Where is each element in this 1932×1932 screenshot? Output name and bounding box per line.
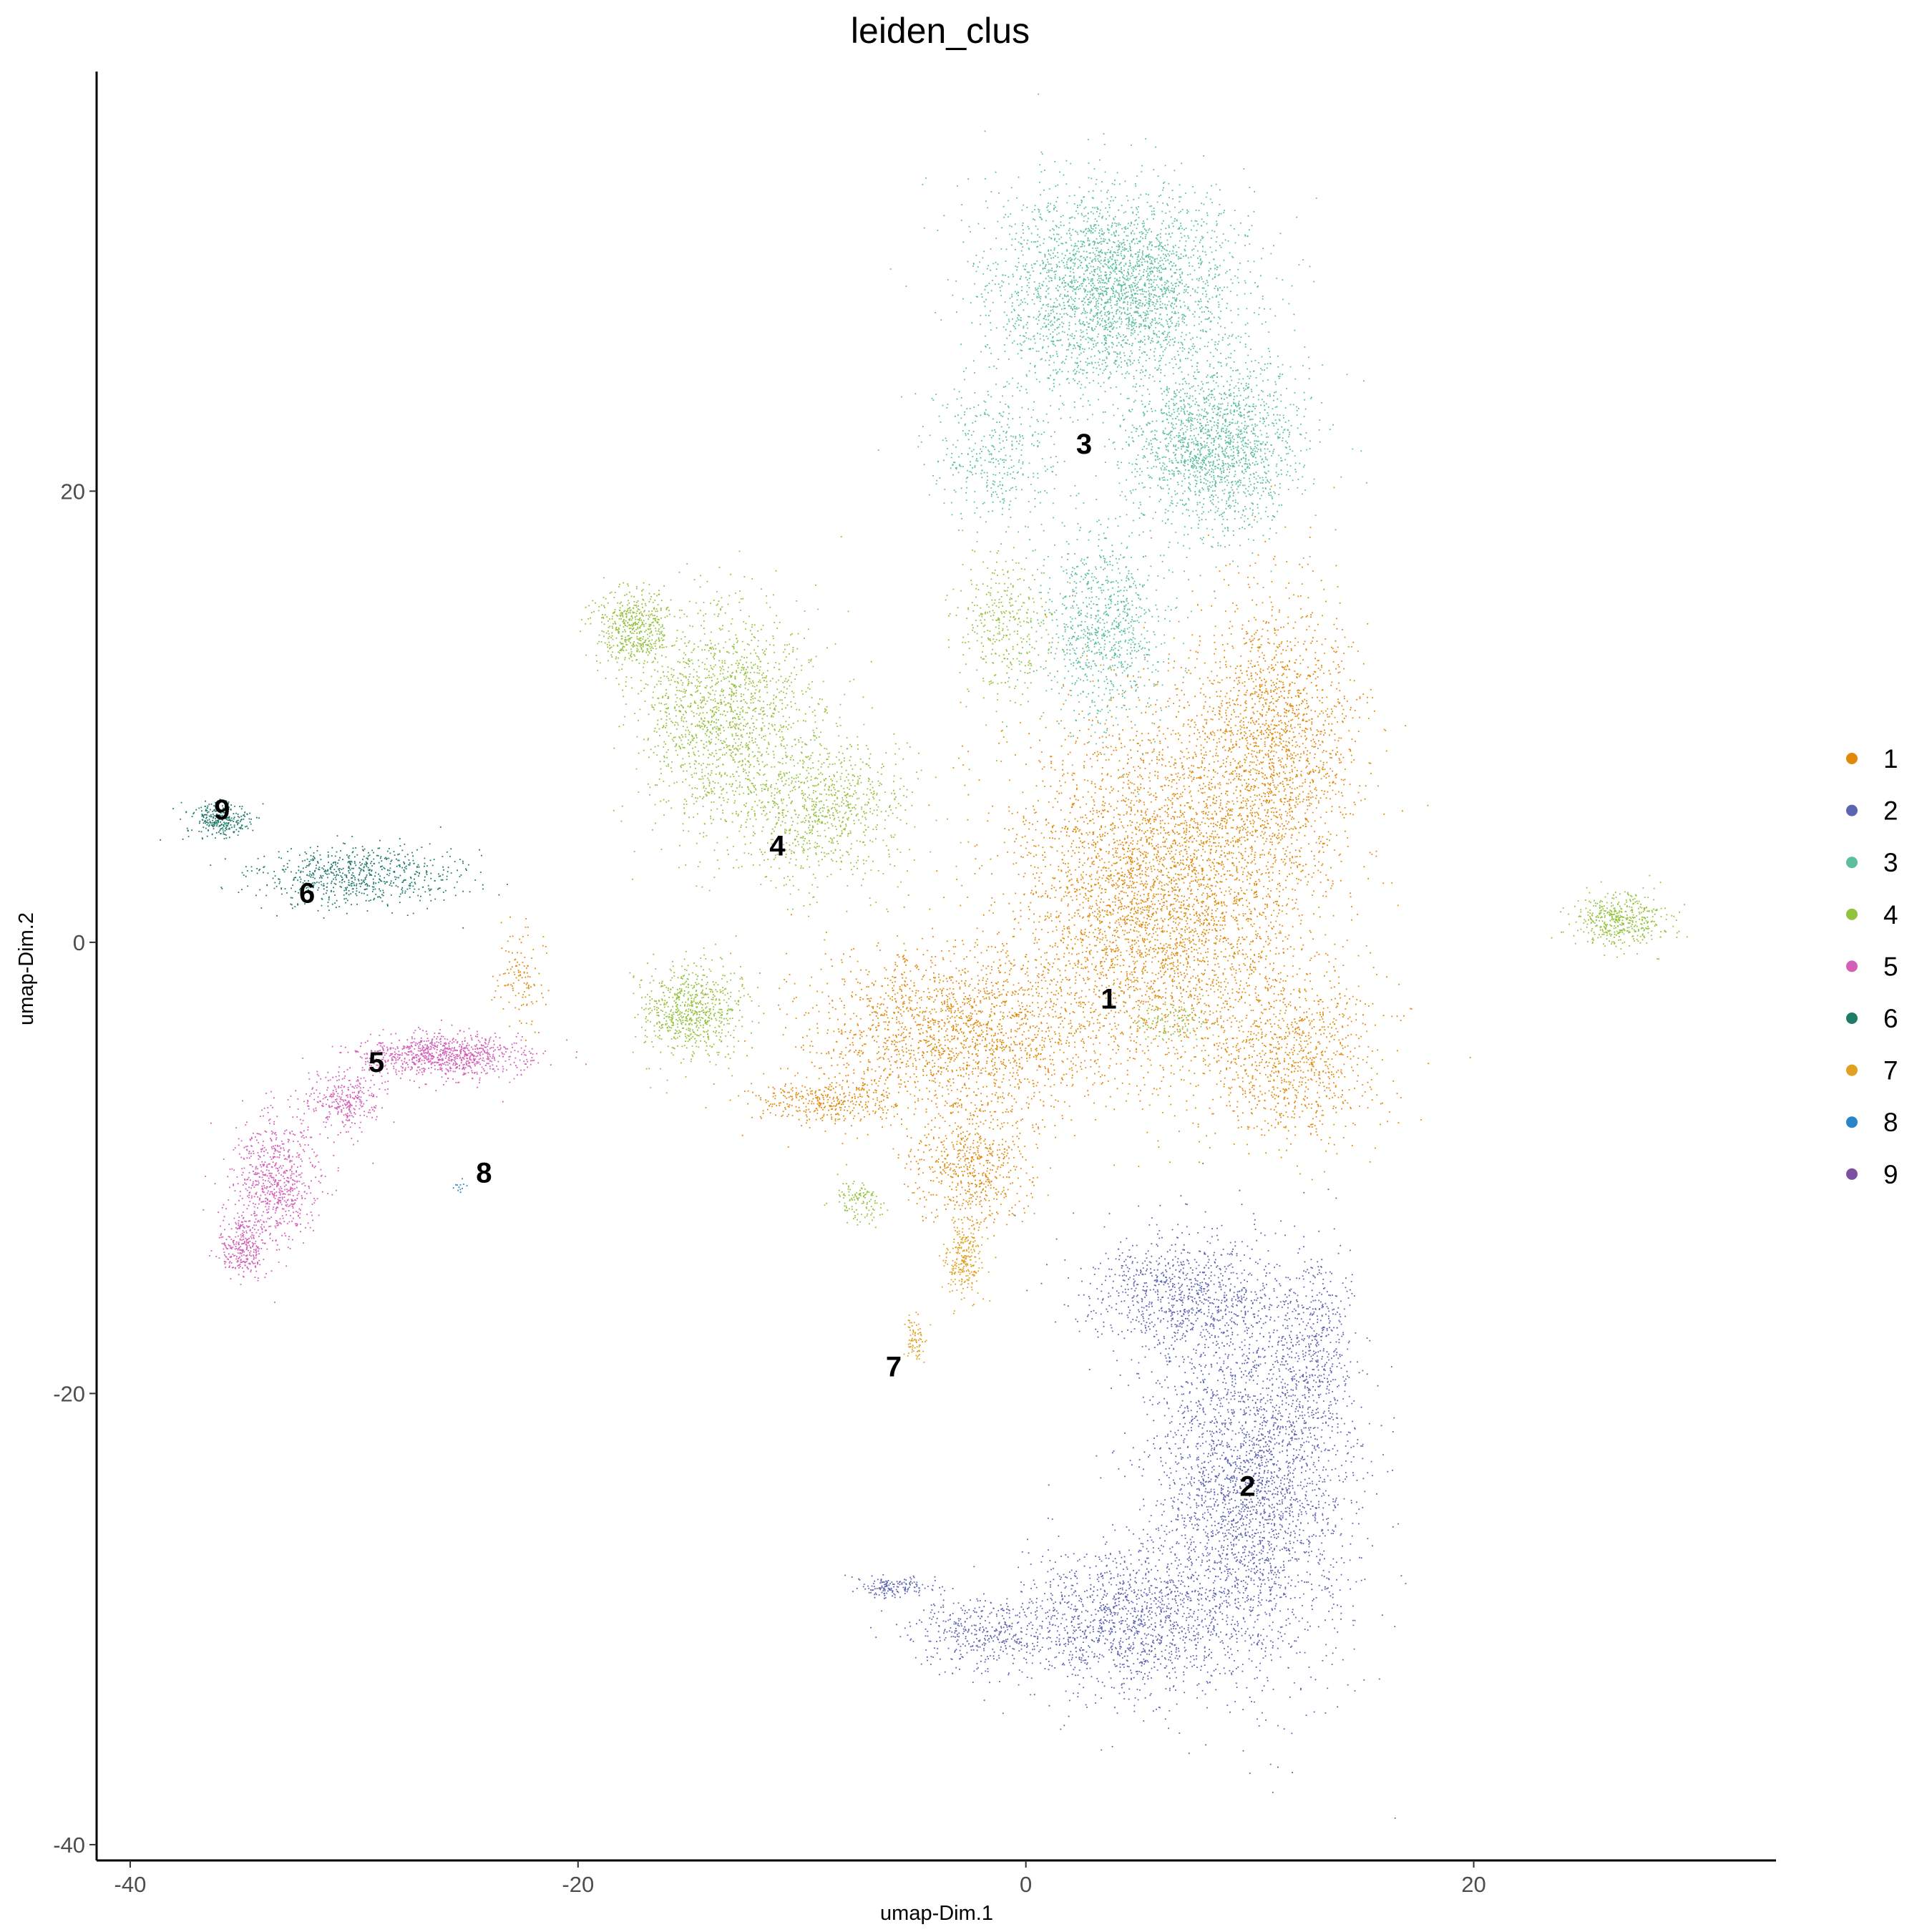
points-cluster-3-region-15 (1006, 446, 1192, 795)
points-cluster-5-region-27 (209, 1197, 280, 1285)
legend-key-1 (1846, 753, 1858, 764)
legend-label-1: 1 (1883, 744, 1898, 774)
points-cluster-3-region-14 (1057, 313, 1367, 599)
legend-label-4: 4 (1883, 900, 1898, 930)
points-cluster-9-region-34 (217, 803, 229, 817)
y-axis-ticks: -40 -20 0 20 (53, 479, 97, 1858)
cluster-label-8: 8 (476, 1157, 492, 1189)
legend-key-7 (1846, 1064, 1858, 1076)
x-tick-label: -40 (114, 1872, 147, 1897)
cluster-label-6: 6 (299, 878, 315, 909)
cluster-labels: 1 2 3 4 5 6 7 8 9 (214, 429, 1255, 1502)
cluster-label-2: 2 (1239, 1471, 1255, 1503)
legend-key-2 (1846, 804, 1858, 816)
cluster-label-5: 5 (369, 1047, 384, 1078)
cluster-label-7: 7 (886, 1352, 902, 1383)
y-tick-label: 20 (61, 479, 85, 504)
points-cluster-4-region-18 (580, 577, 702, 687)
legend-label-5: 5 (1883, 952, 1898, 981)
points-cluster-2-region-12 (844, 1574, 945, 1599)
legend-label-9: 9 (1883, 1160, 1898, 1189)
points-cluster-6-region-30 (160, 799, 264, 841)
x-tick-label: 20 (1461, 1872, 1485, 1897)
y-tick-label: -20 (53, 1381, 85, 1406)
chart-title: leiden_clus (851, 11, 1030, 51)
legend-key-4 (1846, 908, 1858, 920)
legend-key-3 (1846, 857, 1858, 869)
scatter-points (160, 93, 1688, 1819)
points-cluster-5-region-28 (290, 1066, 395, 1146)
legend-label-7: 7 (1883, 1056, 1898, 1085)
x-axis-title: umap-Dim.1 (880, 1902, 993, 1925)
y-tick-label: -40 (53, 1833, 85, 1858)
points-cluster-1-region-4 (892, 1046, 1056, 1259)
cluster-label-4: 4 (769, 830, 786, 862)
cluster-label-9: 9 (214, 794, 230, 826)
points-cluster-1-region-1 (713, 889, 1241, 1193)
cluster-label-3: 3 (1076, 429, 1092, 460)
legend-key-5 (1846, 960, 1858, 972)
legend-label-8: 8 (1883, 1108, 1898, 1137)
legend-label-6: 6 (1883, 1004, 1898, 1033)
legend-label-3: 3 (1883, 848, 1898, 877)
cluster-label-1: 1 (1101, 984, 1116, 1015)
points-cluster-2-region-7 (1048, 1163, 1407, 1819)
legend-key-9 (1846, 1168, 1858, 1180)
points-cluster-8-region-33 (452, 1178, 468, 1194)
legend-label-2: 2 (1883, 796, 1898, 826)
legend-key-6 (1846, 1013, 1858, 1024)
y-axis-title: umap-Dim.2 (15, 912, 38, 1025)
x-tick-label: 0 (1020, 1872, 1032, 1897)
points-cluster-4-region-20 (629, 935, 760, 1094)
legend-key-8 (1846, 1116, 1858, 1128)
x-axis-ticks: -40 -20 0 20 (114, 1860, 1486, 1897)
y-tick-label: 0 (73, 930, 85, 955)
legend: 1 2 3 4 5 6 7 8 9 (1846, 744, 1898, 1189)
points-cluster-7-region-31 (939, 1197, 991, 1314)
x-tick-label: -20 (562, 1872, 594, 1897)
points-cluster-1-region-5 (705, 1073, 955, 1139)
